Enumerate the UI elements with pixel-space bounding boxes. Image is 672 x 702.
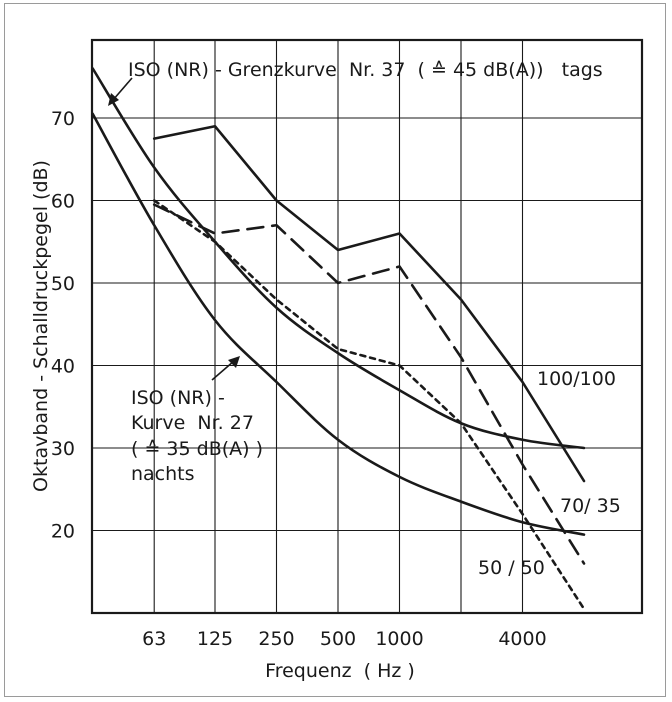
x-tick-labels: 63 125 250 500 1000 4000 xyxy=(142,628,547,650)
y-tick-label: 60 xyxy=(51,191,75,213)
y-tick-label: 20 xyxy=(51,521,75,543)
grid-lines xyxy=(92,40,642,613)
x-tick-label: 250 xyxy=(258,628,294,650)
y-tick-label: 70 xyxy=(51,108,75,130)
x-tick-label: 4000 xyxy=(498,628,546,650)
x-tick-label: 125 xyxy=(197,628,233,650)
x-tick-label: 500 xyxy=(320,628,356,650)
annotation-iso27-line4: nachts xyxy=(131,463,195,485)
annotation-iso37: ISO (NR) - Grenzkurve Nr. 37 ( ≙ 45 dB(A… xyxy=(128,59,603,81)
y-tick-labels: 20 30 40 50 60 70 xyxy=(51,108,75,543)
annotation-iso27-line2: Kurve Nr. 27 xyxy=(131,412,254,434)
y-tick-label: 30 xyxy=(51,438,75,460)
arrow-iso37 xyxy=(108,78,132,106)
x-tick-label: 1000 xyxy=(375,628,423,650)
x-tick-label: 63 xyxy=(142,628,166,650)
label-50-50: 50 / 50 xyxy=(478,557,545,579)
annotation-iso27-line1: ISO (NR) - xyxy=(131,387,225,409)
annotation-iso27-line3: ( ≙ 35 dB(A) ) xyxy=(131,438,263,460)
plot-area xyxy=(92,40,642,613)
label-100-100: 100/100 xyxy=(537,368,616,390)
y-axis-label: Oktavband - Schalldruckpegel (dB) xyxy=(30,160,52,492)
label-70-35: 70/ 35 xyxy=(560,495,621,517)
arrow-iso27 xyxy=(212,356,240,380)
x-axis-label: Frequenz ( Hz ) xyxy=(265,660,415,682)
y-tick-label: 40 xyxy=(51,356,75,378)
y-tick-label: 50 xyxy=(51,273,75,295)
